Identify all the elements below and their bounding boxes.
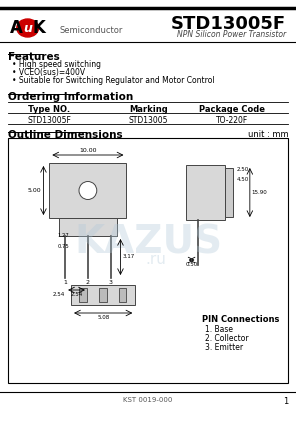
Text: 0.75: 0.75 [57, 244, 69, 249]
Text: 2.54: 2.54 [70, 292, 83, 297]
Text: 2.54: 2.54 [53, 292, 65, 298]
Text: 5.00: 5.00 [28, 188, 41, 193]
Text: Type NO.: Type NO. [28, 105, 70, 114]
Text: 4.50: 4.50 [237, 177, 249, 182]
Text: 3: 3 [109, 280, 112, 285]
Text: Ordering Information: Ordering Information [8, 92, 133, 102]
Text: 1: 1 [283, 397, 288, 406]
Bar [8, 138, 288, 383]
Text: STD13005: STD13005 [128, 116, 168, 125]
Text: A: A [11, 19, 23, 37]
Text: NPN Silicon Power Transistor: NPN Silicon Power Transistor [177, 29, 286, 39]
Text: 1. Base: 1. Base [206, 325, 233, 334]
Text: STD13005F: STD13005F [27, 116, 71, 125]
Text: K: K [32, 19, 45, 37]
Text: Semiconductor: Semiconductor [59, 26, 123, 34]
Bar [71, 285, 135, 305]
Bar [186, 165, 225, 220]
Bar [225, 168, 233, 217]
Bar [79, 288, 87, 302]
Text: PIN Connections: PIN Connections [202, 315, 280, 324]
Text: • VCEO(sus)=400V: • VCEO(sus)=400V [12, 68, 85, 77]
Text: 5.08: 5.08 [97, 315, 109, 320]
Text: Features: Features [8, 52, 60, 62]
Text: Package Code: Package Code [199, 105, 265, 114]
Text: 10.00: 10.00 [79, 148, 97, 153]
Circle shape [79, 181, 97, 199]
Text: STD13005F: STD13005F [171, 15, 286, 33]
Text: 3. Emitter: 3. Emitter [206, 343, 244, 352]
Bar [59, 218, 116, 236]
Text: Marking: Marking [129, 105, 167, 114]
Ellipse shape [17, 19, 38, 37]
Text: KAZUS: KAZUS [74, 223, 222, 261]
Text: 1.27: 1.27 [57, 233, 69, 238]
Bar [50, 163, 126, 218]
Text: • High speed switching: • High speed switching [12, 60, 101, 69]
Text: TO-220F: TO-220F [216, 116, 248, 125]
Text: Outline Dimensions: Outline Dimensions [8, 130, 122, 140]
Text: 0.50: 0.50 [185, 262, 198, 267]
Text: 1: 1 [63, 280, 67, 285]
Text: 2: 2 [86, 280, 90, 285]
Bar [118, 288, 126, 302]
Text: u: u [23, 22, 32, 34]
Text: unit : mm: unit : mm [248, 130, 288, 139]
Text: 2. Collector: 2. Collector [206, 334, 249, 343]
Text: 2.50: 2.50 [237, 167, 249, 172]
Text: .ru: .ru [146, 252, 167, 267]
Text: • Suitable for Switching Regulator and Motor Control: • Suitable for Switching Regulator and M… [12, 76, 214, 85]
Text: 15.90: 15.90 [252, 190, 268, 195]
Text: 3.17: 3.17 [122, 255, 135, 260]
Text: KST 0019-000: KST 0019-000 [123, 397, 173, 403]
Bar [99, 288, 107, 302]
